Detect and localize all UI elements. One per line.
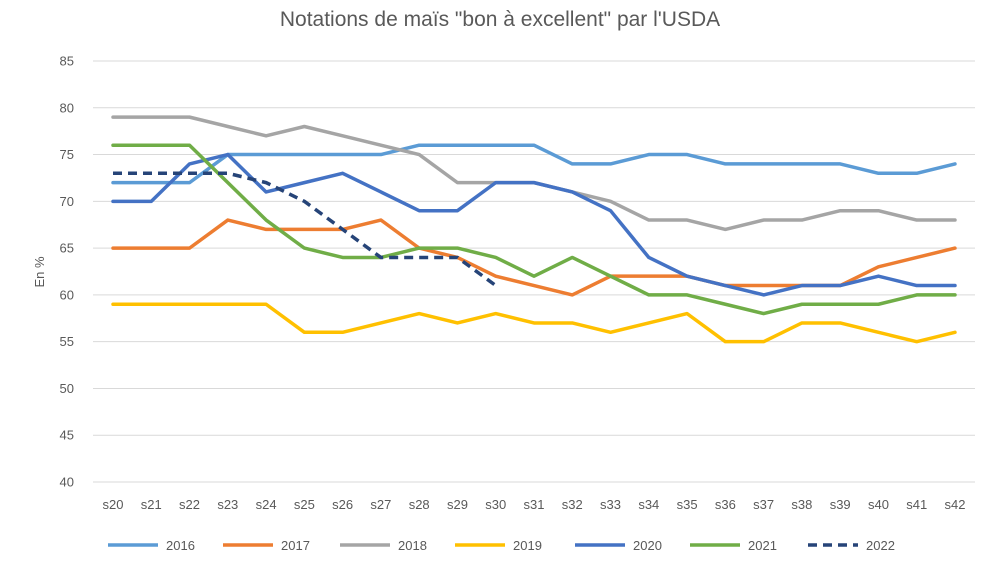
- x-tick-label: s21: [141, 497, 162, 512]
- x-tick-label: s20: [103, 497, 124, 512]
- legend: 2016 2017 2018 2019 2020 2021 2022: [108, 538, 895, 553]
- x-tick-label: s24: [256, 497, 277, 512]
- legend-label-2020: 2020: [633, 538, 662, 553]
- x-tick-label: s37: [753, 497, 774, 512]
- series-lines: [111, 115, 957, 344]
- y-tick-label: 50: [60, 381, 74, 396]
- gridlines: [93, 60, 975, 483]
- x-tick-label: s39: [830, 497, 851, 512]
- x-tick-label: s41: [906, 497, 927, 512]
- x-tick-label: s38: [791, 497, 812, 512]
- y-tick-label: 75: [60, 147, 74, 162]
- x-tick-label: s25: [294, 497, 315, 512]
- legend-label-2018: 2018: [398, 538, 427, 553]
- y-tick-label: 40: [60, 475, 74, 490]
- series-line-2021: [111, 143, 957, 316]
- legend-label-2022: 2022: [866, 538, 895, 553]
- x-tick-label: s33: [600, 497, 621, 512]
- x-tick-label: s32: [562, 497, 583, 512]
- x-tick-label: s29: [447, 497, 468, 512]
- x-tick-label: s42: [945, 497, 966, 512]
- legend-label-2017: 2017: [281, 538, 310, 553]
- y-axis-label: En %: [32, 256, 47, 288]
- y-tick-label: 85: [60, 54, 74, 69]
- x-tick-label: s28: [409, 497, 430, 512]
- y-tick-label: 60: [60, 287, 74, 302]
- x-tick-label: s22: [179, 497, 200, 512]
- series-line-2018: [111, 115, 957, 232]
- series-line-2022: [113, 171, 497, 287]
- legend-label-2021: 2021: [748, 538, 777, 553]
- series-line-2016: [111, 143, 957, 185]
- x-tick-label: s35: [677, 497, 698, 512]
- y-axis-ticks: 40 45 50 55 60 65 70 75 80 85: [60, 54, 74, 490]
- x-tick-label: s36: [715, 497, 736, 512]
- y-tick-label: 55: [60, 334, 74, 349]
- x-tick-label: s40: [868, 497, 889, 512]
- x-tick-label: s23: [217, 497, 238, 512]
- x-tick-label: s26: [332, 497, 353, 512]
- x-tick-label: s31: [524, 497, 545, 512]
- y-tick-label: 80: [60, 100, 74, 115]
- y-tick-label: 65: [60, 241, 74, 256]
- series-line-2019: [111, 302, 957, 344]
- x-tick-label: s27: [370, 497, 391, 512]
- y-tick-label: 45: [60, 428, 74, 443]
- x-tick-label: s30: [485, 497, 506, 512]
- y-tick-label: 70: [60, 194, 74, 209]
- chart-title: Notations de maïs "bon à excellent" par …: [279, 8, 721, 31]
- x-tick-label: s34: [638, 497, 659, 512]
- series-line-2017: [111, 218, 957, 297]
- legend-label-2016: 2016: [166, 538, 195, 553]
- x-axis-ticks: s20 s21 s22 s23 s24 s25 s26 s27 s28 s29 s30 s31 s32 s…: [103, 497, 966, 512]
- legend-label-2019: 2019: [513, 538, 542, 553]
